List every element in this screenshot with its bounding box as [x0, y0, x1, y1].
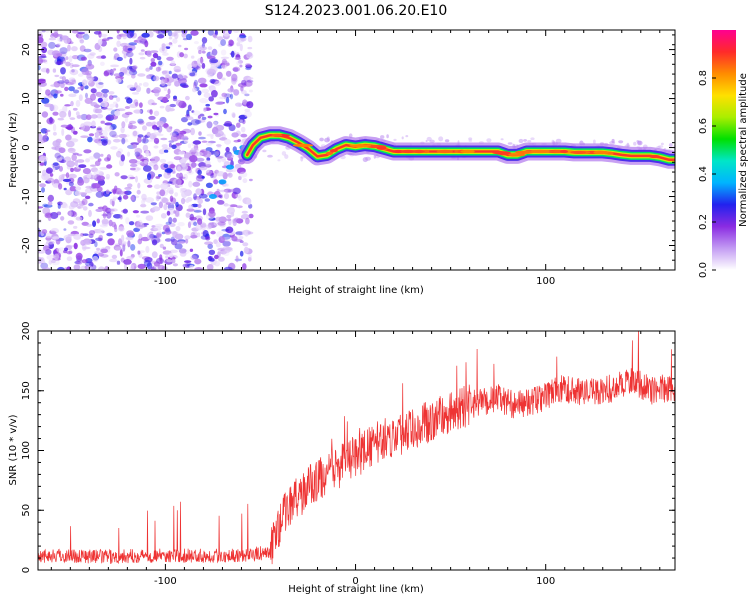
- figure-title: S124.2023.001.06.20.E10: [265, 3, 448, 19]
- colorbar-tick-label: 0.2: [698, 214, 709, 230]
- y-tick-label: 10: [21, 92, 32, 105]
- snr-ylabel: SNR (10 * v/v): [8, 414, 19, 485]
- y-tick-label: -20: [21, 237, 32, 253]
- colorbar-tick-label: 0.0: [698, 262, 709, 278]
- y-tick-label: 100: [21, 441, 32, 460]
- y-tick-label: 50: [21, 504, 32, 517]
- colorbar-tick-label: 0.8: [698, 70, 709, 86]
- x-tick-label: 0: [352, 576, 358, 587]
- spectrogram-frame: [37, 29, 676, 271]
- colorbar-tick-label: 0.6: [698, 118, 709, 134]
- y-tick-label: 150: [21, 381, 32, 400]
- spectrogram-noise-region: [38, 30, 675, 270]
- spectrogram-ridge: [238, 126, 675, 169]
- snr-panel: -100 0 100 0 50 100 150 200 Height of straight …: [8, 321, 676, 595]
- snr-ticks: -100 0 100 0 50 100 150 200: [21, 321, 675, 587]
- y-tick-label: 20: [21, 43, 32, 56]
- x-tick-label: 100: [536, 276, 555, 287]
- colorbar-tick-label: 0.4: [698, 166, 709, 182]
- spectrogram-ylabel: Frequency (Hz): [8, 112, 19, 188]
- x-tick-label: 100: [536, 576, 555, 587]
- snr-series-line: [38, 331, 675, 565]
- snr-xlabel: Height of straight line (km): [288, 584, 424, 595]
- colorbar: 0.0 0.2 0.4 0.6 0.8 Normalized spectral ampl…: [698, 30, 749, 278]
- spectrogram-xlabel: Height of straight line (km): [288, 285, 424, 296]
- colorbar-ticks: 0.0 0.2 0.4 0.6 0.8: [698, 70, 716, 278]
- y-tick-label: -10: [21, 188, 32, 204]
- x-tick-label: -100: [154, 576, 177, 587]
- x-tick-label: -100: [154, 276, 177, 287]
- y-tick-label: 0: [21, 567, 32, 573]
- colorbar-label: Normalized spectral amplitude: [738, 73, 749, 227]
- colorbar-ramp: [712, 30, 736, 270]
- y-tick-label: 200: [21, 321, 32, 340]
- y-tick-label: 0: [21, 144, 32, 150]
